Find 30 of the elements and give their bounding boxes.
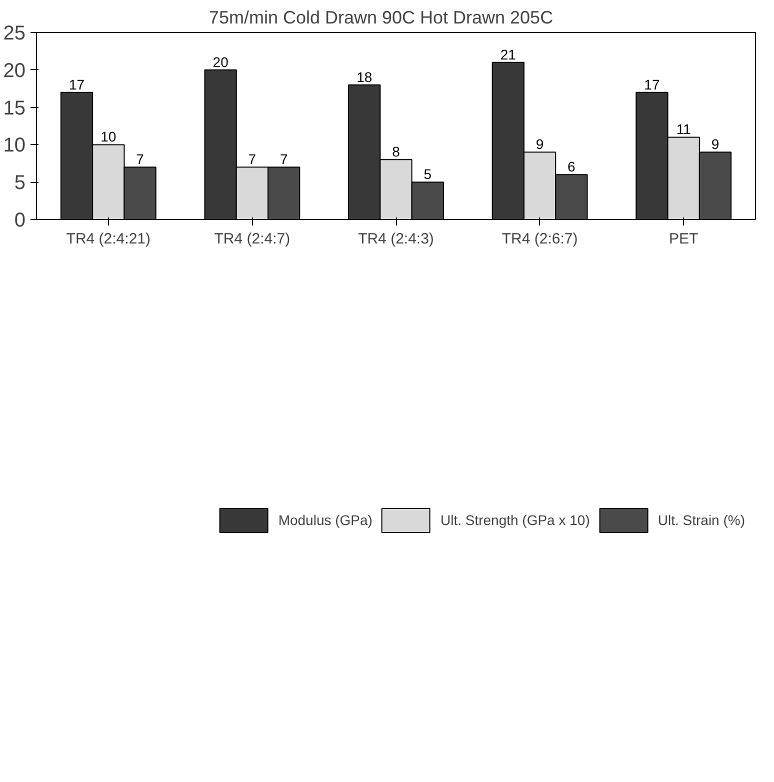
- x-tick-label: TR4 (2:6:7): [502, 230, 578, 248]
- x-tick-label: TR4 (2:4:7): [214, 230, 290, 248]
- data-label: 21: [500, 46, 516, 62]
- y-tick-label: 25: [3, 22, 26, 44]
- y-tick-label: 20: [3, 60, 26, 82]
- data-label: 8: [392, 144, 400, 160]
- x-tick-label: PET: [669, 230, 698, 248]
- y-tick-label: 10: [3, 134, 26, 157]
- legend-label: Modulus (GPa): [278, 512, 372, 528]
- data-label: 6: [568, 158, 576, 175]
- legend-label: Ult. Strength (GPa x 10): [440, 512, 590, 528]
- data-label: 7: [248, 151, 256, 168]
- data-label: 10: [100, 128, 116, 145]
- data-label: 17: [68, 76, 85, 92]
- data-label: 7: [280, 151, 288, 168]
- data-label: 9: [711, 136, 720, 152]
- y-tick-label: 15: [3, 97, 26, 120]
- x-tick-label: TR4 (2:4:21): [66, 230, 151, 248]
- data-label: 20: [212, 54, 229, 70]
- legend-label: Ult. Strain (%): [658, 512, 745, 528]
- data-label: 5: [424, 166, 432, 182]
- data-label: 11: [676, 121, 692, 138]
- chart-title: 75m/min Cold Drawn 90C Hot Drawn 205C: [208, 8, 554, 28]
- data-label: 9: [536, 136, 544, 152]
- y-tick-label: 0: [14, 210, 26, 232]
- x-tick-label: TR4 (2:4:3): [358, 230, 434, 248]
- data-label: 17: [644, 76, 660, 92]
- data-label: 7: [136, 151, 144, 168]
- y-tick-label: 5: [14, 172, 26, 194]
- data-label: 18: [356, 68, 372, 85]
